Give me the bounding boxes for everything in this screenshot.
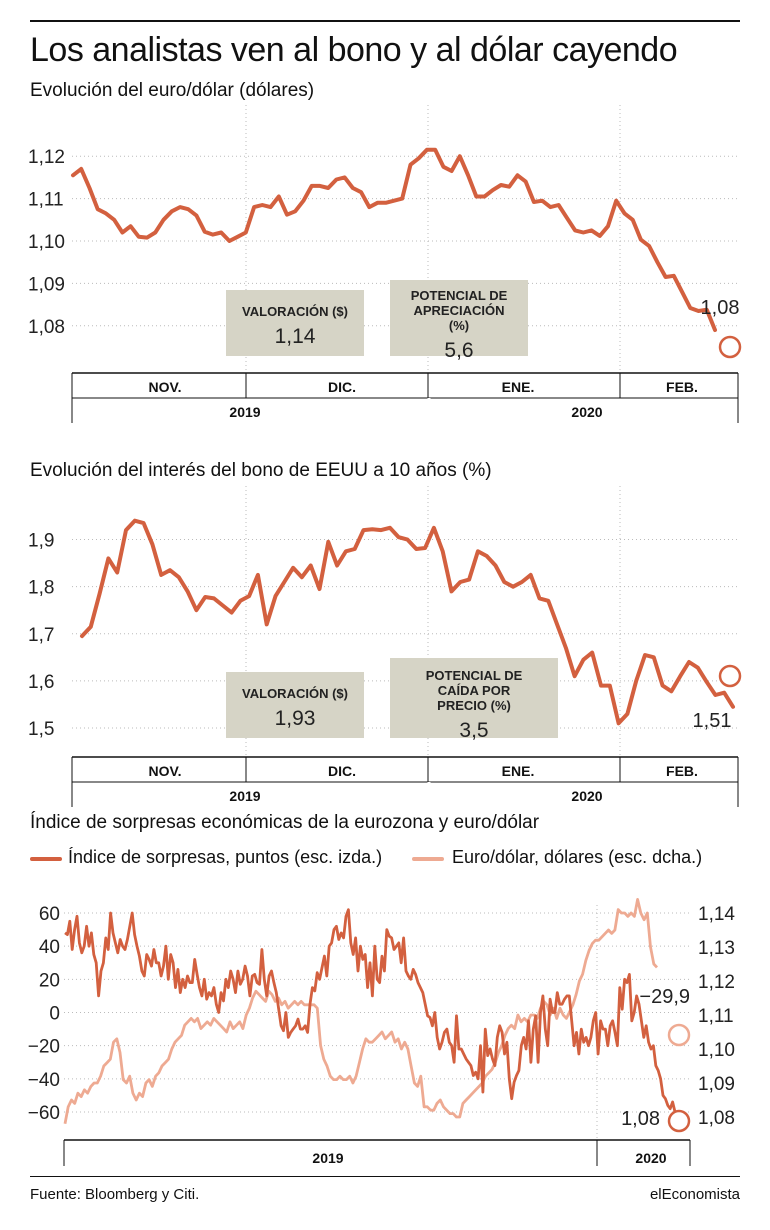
undefined-month-label: DIC. bbox=[328, 379, 356, 395]
surprise-left-ytick-label: 40 bbox=[39, 937, 60, 958]
undefined-month-label: FEB. bbox=[666, 379, 698, 395]
chart2-title: Evolución del interés del bono de EEUU a… bbox=[30, 460, 492, 481]
undefined-ytick-label: 1,8 bbox=[28, 578, 54, 599]
legend-surprise-swatch bbox=[30, 857, 62, 861]
surprise-end-marker bbox=[667, 1109, 691, 1133]
source-note: Fuente: Bloomberg y Citi. bbox=[30, 1186, 200, 1203]
undefined-month-label: ENE. bbox=[502, 379, 535, 395]
brand-logo: elEconomista bbox=[649, 1186, 740, 1203]
surprise-left-ytick-label: −20 bbox=[28, 1037, 60, 1058]
surprise-right-ytick-label: 1,12 bbox=[698, 972, 735, 993]
page-title: Los analistas ven al bono y al dólar cay… bbox=[30, 31, 678, 69]
surprise-left-ytick-label: 20 bbox=[39, 970, 60, 991]
surprise-right-ytick-label: 1,10 bbox=[698, 1040, 735, 1061]
surprise-chart: 60 40 20 0 −20 −40 −60 1,14 1,13 1,12 1,11 1,10 1,09… bbox=[28, 898, 735, 1166]
undefined-ytick-label: 1,08 bbox=[28, 317, 65, 338]
eurusd-end-marker bbox=[667, 1023, 691, 1047]
surprise-right-ytick-label: 1,14 bbox=[698, 904, 735, 925]
surprise-left-ytick-label: −40 bbox=[28, 1070, 60, 1091]
bond-end-marker bbox=[718, 664, 742, 688]
undefined-ytick-label: 1,09 bbox=[28, 274, 65, 295]
legend-surprise-label: Índice de sorpresas, puntos (esc. izda.) bbox=[68, 847, 383, 867]
bond-valuation-value: 1,93 bbox=[274, 707, 316, 730]
eurusd-valuation-label: VALORACIÓN ($) bbox=[242, 304, 348, 319]
bond-potential-label: POTENCIAL DE CAÍDA POR PRECIO (%) bbox=[425, 668, 523, 713]
undefined-ytick-label: 1,10 bbox=[28, 232, 65, 253]
eurusd-end-label: 1,08 bbox=[621, 1108, 660, 1130]
eurusd-potential-label: POTENCIAL DE APRECIACIÓN (%) bbox=[410, 288, 508, 333]
eurusd-valuation-box: VALORACIÓN ($) 1,14 bbox=[226, 290, 364, 356]
bond-potential-value: 3,5 bbox=[459, 719, 489, 742]
eurusd-valuation-value: 1,14 bbox=[274, 325, 316, 348]
undefined-ytick-label: 1,6 bbox=[28, 672, 54, 693]
undefined-year-label: 2020 bbox=[571, 788, 602, 804]
legend-eurusd-swatch bbox=[412, 857, 444, 861]
legend-eurusd-label: Euro/dólar, dólares (esc. dcha.) bbox=[452, 847, 703, 867]
surprise-right-ytick-label: 1,09 bbox=[698, 1074, 735, 1095]
undefined-month-label: NOV. bbox=[149, 763, 182, 779]
eurusd-end-marker bbox=[718, 335, 742, 359]
undefined-series-line bbox=[71, 147, 717, 332]
undefined-month-label: NOV. bbox=[149, 379, 182, 395]
undefined-series-line bbox=[80, 518, 735, 726]
undefined-year-label: 2019 bbox=[229, 404, 260, 420]
bond-chart: 1,5 1,6 1,7 1,8 1,9 NOV. DIC. ENE. FEB. 2019 2020 1… bbox=[28, 486, 742, 807]
undefined-ytick-label: 1,7 bbox=[28, 625, 54, 646]
undefined-ytick-label: 1,9 bbox=[28, 531, 54, 552]
eurusd-end-label: 1,08 bbox=[701, 297, 740, 319]
chart1-title: Evolución del euro/dólar (dólares) bbox=[30, 80, 315, 101]
surprise-series-line bbox=[64, 908, 677, 1113]
surprise-left-ytick-label: 0 bbox=[49, 1004, 60, 1025]
chart3-title: Índice de sorpresas económicas de la eur… bbox=[30, 812, 540, 833]
eurusd-potential-box: POTENCIAL DE APRECIACIÓN (%) 5,6 bbox=[390, 280, 528, 362]
undefined-year-label: 2019 bbox=[229, 788, 260, 804]
undefined-ytick-label: 1,12 bbox=[28, 147, 65, 168]
undefined-ytick-label: 1,11 bbox=[28, 190, 64, 211]
bond-valuation-label: VALORACIÓN ($) bbox=[242, 686, 348, 701]
bond-end-label: 1,51 bbox=[693, 710, 732, 732]
bond-valuation-box: VALORACIÓN ($) 1,93 bbox=[226, 672, 364, 738]
undefined-ytick-label: 1,5 bbox=[28, 719, 54, 740]
bond-potential-box: POTENCIAL DE CAÍDA POR PRECIO (%) 3,5 bbox=[390, 658, 558, 742]
surprise-end-label: −29,9 bbox=[639, 986, 690, 1008]
undefined-month-label: DIC. bbox=[328, 763, 356, 779]
footer-rule bbox=[30, 1176, 740, 1177]
eurusd-series-line bbox=[63, 898, 659, 1125]
undefined-month-label: ENE. bbox=[502, 763, 535, 779]
surprise-right-ytick-label: 1,13 bbox=[698, 938, 735, 959]
surprise-right-ytick-label: 1,11 bbox=[698, 1006, 734, 1027]
eurusd-chart: 1,08 1,09 1,10 1,11 1,12 NOV. DIC. ENE. FEB. 2019… bbox=[28, 105, 742, 423]
surprise-year-label: 2019 bbox=[312, 1150, 343, 1166]
surprise-left-ytick-label: 60 bbox=[39, 904, 60, 925]
surprise-left-ytick-label: −60 bbox=[28, 1103, 60, 1124]
undefined-month-label: FEB. bbox=[666, 763, 698, 779]
surprise-right-ytick-label: 1,08 bbox=[698, 1108, 735, 1129]
eurusd-potential-value: 5,6 bbox=[444, 339, 474, 362]
undefined-year-label: 2020 bbox=[571, 404, 602, 420]
top-rule bbox=[30, 20, 740, 22]
surprise-year-label: 2020 bbox=[635, 1150, 666, 1166]
